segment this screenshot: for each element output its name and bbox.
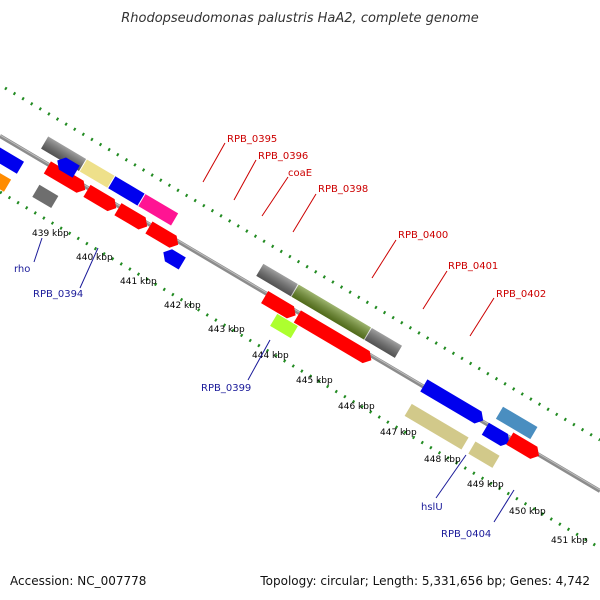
tick-451: 451 kbp (551, 536, 588, 546)
tick-446: 446 kbp (338, 402, 375, 412)
label-rpb-0401[interactable]: RPB_0401 (448, 261, 498, 272)
tick-440: 440 kbp (76, 253, 113, 263)
feature-red-rev-1[interactable] (43, 161, 89, 195)
feature-rpb-0399[interactable] (270, 313, 298, 339)
tick-441: 441 kbp (120, 277, 157, 287)
feature-rpb-0398[interactable] (138, 194, 179, 226)
label-rpb-0399[interactable]: RPB_0399 (201, 383, 251, 394)
tick-442: 442 kbp (164, 301, 201, 311)
feature-blue-hslu[interactable] (420, 379, 487, 426)
tick-447: 447 kbp (380, 428, 417, 438)
label-hslu[interactable]: hslU (421, 502, 443, 513)
label-rpb-0395[interactable]: RPB_0395 (227, 134, 277, 145)
feature-rpb-0394[interactable] (32, 184, 59, 209)
feature-hslu[interactable] (404, 403, 469, 450)
feature-rpb-0404[interactable] (468, 441, 500, 468)
feature-red-rev-4[interactable] (145, 221, 181, 250)
feature-rpb-0395-shade (41, 136, 87, 172)
topology-text: Topology: circular; Length: 5,331,656 bp… (260, 574, 590, 588)
forward-strand-features (41, 136, 538, 440)
label-rpb-0396[interactable]: RPB_0396 (258, 151, 308, 162)
feature-red-rev-2[interactable] (83, 184, 119, 214)
label-rpb-0394[interactable]: RPB_0394 (33, 289, 83, 300)
label-rpb-0404[interactable]: RPB_0404 (441, 529, 491, 540)
feature-rpb-0396[interactable] (79, 159, 115, 188)
inner-dotted-ruler (0, 190, 600, 550)
feature-red-rev-5[interactable] (261, 291, 299, 321)
reverse-strand-features (0, 128, 542, 468)
feature-steel-right[interactable] (495, 406, 538, 440)
tick-449: 449 kbp (467, 480, 504, 490)
label-rpb-0400[interactable]: RPB_0400 (398, 230, 448, 241)
feature-blue-rev[interactable] (0, 128, 25, 174)
feature-rpb-0400-0402-shade (256, 263, 402, 358)
leader-lines (33, 142, 515, 523)
feature-blue-rev-7[interactable] (481, 422, 513, 449)
tick-443: 443 kbp (208, 325, 245, 335)
tick-450: 450 kbp (509, 507, 546, 517)
tick-444: 444 kbp (252, 351, 289, 361)
label-rpb-0398[interactable]: RPB_0398 (318, 184, 368, 195)
tick-439: 439 kbp (32, 229, 69, 239)
feature-red-rev-3[interactable] (114, 203, 150, 232)
feature-red-rev-7[interactable] (506, 432, 542, 462)
tick-labels: 439 kbp 440 kbp 441 kbp 442 kbp 443 kbp … (32, 229, 588, 546)
tick-445: 445 kbp (296, 376, 333, 386)
gene-labels: RPB_0395 RPB_0396 coaE RPB_0398 RPB_0400… (14, 134, 546, 540)
accession-text: Accession: NC_007778 (10, 574, 147, 588)
map-title: Rhodopseudomonas palustris HaA2, complet… (121, 11, 479, 26)
feature-red-rev-6[interactable] (293, 310, 375, 366)
outer-dotted-ruler (4, 86, 600, 442)
feature-rpb-0399-blue[interactable] (160, 246, 186, 270)
label-rpb-0402[interactable]: RPB_0402 (496, 289, 546, 300)
label-rho[interactable]: rho (14, 264, 30, 275)
tick-448: 448 kbp (424, 455, 461, 465)
label-coae[interactable]: coaE (288, 168, 312, 179)
feature-coae[interactable] (108, 176, 145, 206)
feature-blue-small[interactable] (54, 154, 80, 178)
